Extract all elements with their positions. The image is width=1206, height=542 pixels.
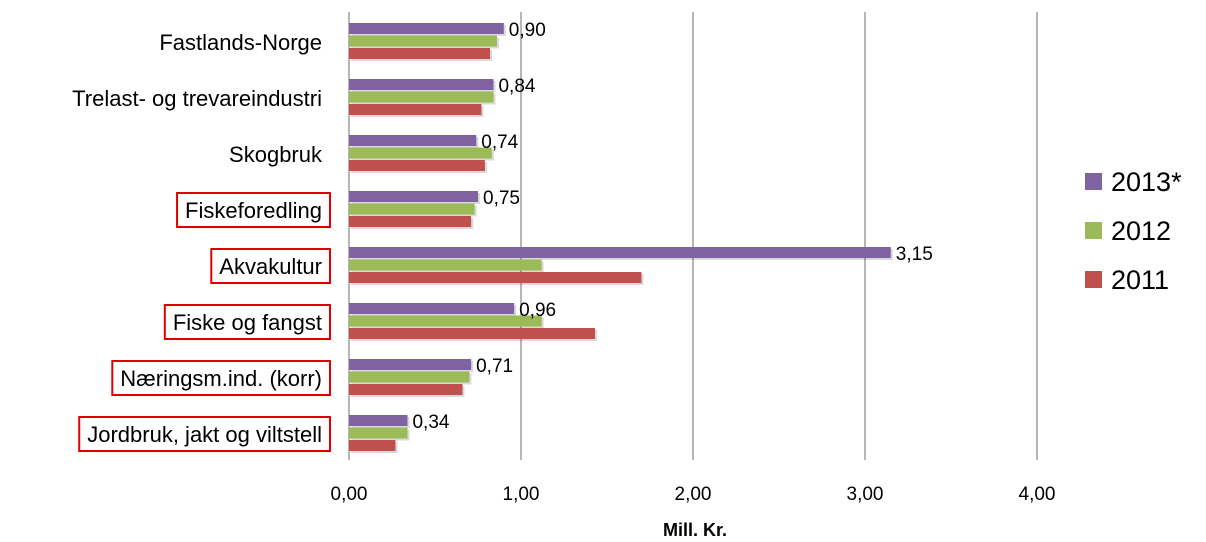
data-label: 0,75 xyxy=(483,188,520,209)
bar xyxy=(349,315,542,327)
highlight-box xyxy=(78,416,331,452)
legend-swatch xyxy=(1085,173,1102,190)
bar xyxy=(349,328,595,339)
bar xyxy=(349,79,494,90)
data-label: 0,90 xyxy=(509,20,546,41)
data-label: 3,15 xyxy=(896,244,933,265)
bar xyxy=(349,427,408,439)
legend-label: 2013* xyxy=(1111,167,1182,197)
x-axis-title: Mill. Kr. xyxy=(663,520,727,540)
bar xyxy=(349,440,396,451)
bars xyxy=(349,23,893,453)
legend-swatch xyxy=(1085,222,1102,239)
category-label: Jordbruk, jakt og viltstell xyxy=(87,422,322,447)
highlight-box xyxy=(176,192,331,228)
bar xyxy=(349,272,642,283)
bar xyxy=(349,91,494,103)
x-tick-label: 1,00 xyxy=(503,484,540,505)
bar xyxy=(349,259,542,271)
bar xyxy=(349,35,497,47)
category-label: Fastlands-Norge xyxy=(159,30,322,55)
x-tick-label: 0,00 xyxy=(331,484,368,505)
legend: 2013* 2012 2011 xyxy=(1085,167,1182,295)
legend-label: 2011 xyxy=(1111,265,1169,295)
bar xyxy=(349,247,891,258)
x-tick-label: 3,00 xyxy=(847,484,884,505)
x-tick-label: 4,00 xyxy=(1019,484,1056,505)
bar xyxy=(349,147,492,159)
category-label: Fiskeforedling xyxy=(185,198,322,223)
bar xyxy=(349,216,472,227)
category-label: Næringsm.ind. (korr) xyxy=(120,366,322,391)
legend-swatch xyxy=(1085,271,1102,288)
bar xyxy=(349,48,491,59)
x-tick-label: 2,00 xyxy=(675,484,712,505)
bar xyxy=(349,303,515,314)
data-label: 0,74 xyxy=(481,132,518,153)
category-label: Akvakultur xyxy=(219,254,322,279)
bar xyxy=(349,415,408,426)
highlight-box xyxy=(111,360,331,396)
category-label: Fiske og fangst xyxy=(173,310,322,335)
data-label: 0,84 xyxy=(498,76,535,97)
category-label: Trelast- og trevareindustri xyxy=(72,86,322,111)
bar xyxy=(349,203,475,215)
category-label: Skogbruk xyxy=(229,142,323,167)
bar xyxy=(349,384,463,395)
bar xyxy=(349,371,470,383)
data-labels: 0,90 0,84 0,74 0,75 3,15 0,96 0,71 0,34 xyxy=(412,20,932,433)
highlight-box xyxy=(163,304,331,340)
category-labels: Fastlands-Norge Trelast- og trevareindust… xyxy=(72,30,331,452)
bar xyxy=(349,135,477,146)
bar xyxy=(349,104,482,115)
bar xyxy=(349,359,472,370)
legend-label: 2012 xyxy=(1111,216,1171,246)
x-tick-labels: 0,00 1,00 2,00 3,00 4,00 xyxy=(331,484,1056,505)
highlight-box xyxy=(210,248,331,284)
bar xyxy=(349,23,504,34)
data-label: 0,96 xyxy=(519,300,556,321)
bar xyxy=(349,160,485,171)
bar xyxy=(349,191,478,202)
data-label: 0,71 xyxy=(476,356,513,377)
data-label: 0,34 xyxy=(412,412,449,433)
